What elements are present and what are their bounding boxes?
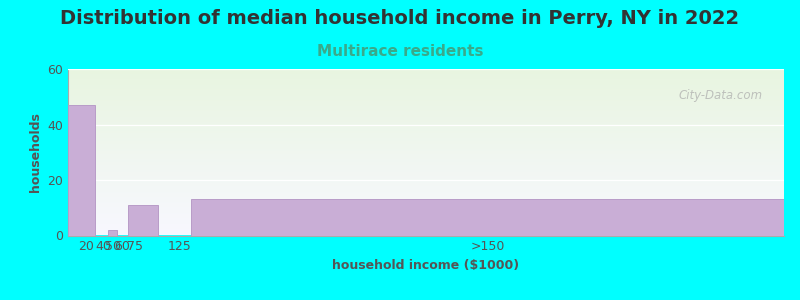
Y-axis label: households: households — [29, 112, 42, 192]
Bar — [191, 200, 784, 236]
Bar — [108, 230, 118, 236]
Text: City-Data.com: City-Data.com — [678, 89, 762, 102]
X-axis label: household income ($1000): household income ($1000) — [333, 259, 519, 272]
Text: Distribution of median household income in Perry, NY in 2022: Distribution of median household income … — [61, 9, 739, 28]
Bar — [68, 105, 95, 236]
Text: Multirace residents: Multirace residents — [317, 44, 483, 59]
Bar — [129, 205, 158, 236]
